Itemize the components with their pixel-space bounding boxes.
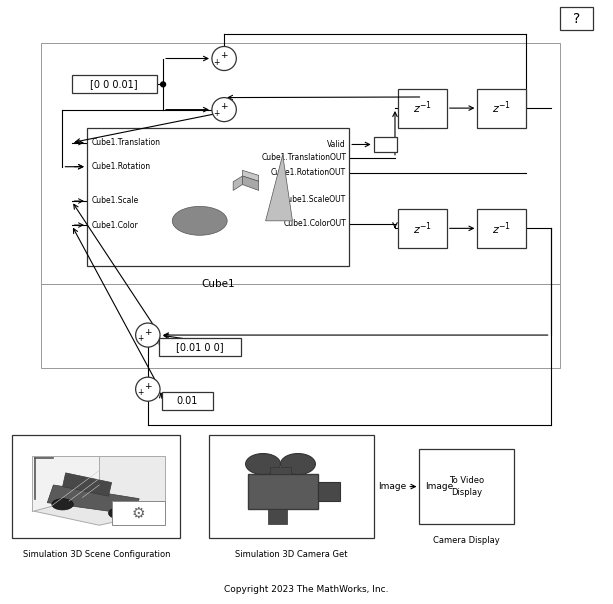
- Polygon shape: [242, 170, 259, 181]
- Text: $z^{-1}$: $z^{-1}$: [413, 220, 432, 237]
- FancyBboxPatch shape: [398, 89, 447, 127]
- Text: Cube1.ScaleOUT: Cube1.ScaleOUT: [283, 195, 346, 204]
- FancyBboxPatch shape: [374, 137, 397, 152]
- Circle shape: [161, 82, 166, 87]
- Circle shape: [212, 98, 237, 121]
- Text: Simulation 3D Camera Get: Simulation 3D Camera Get: [235, 550, 348, 559]
- Text: +: +: [213, 109, 220, 118]
- Text: 0.01: 0.01: [177, 396, 198, 406]
- Text: Camera Display: Camera Display: [433, 536, 500, 545]
- Circle shape: [212, 47, 237, 71]
- Text: Copyright 2023 The MathWorks, Inc.: Copyright 2023 The MathWorks, Inc.: [224, 585, 389, 594]
- Text: Cube1.TranslationOUT: Cube1.TranslationOUT: [261, 153, 346, 162]
- Text: Cube1.Scale: Cube1.Scale: [92, 196, 139, 205]
- FancyBboxPatch shape: [209, 435, 374, 538]
- FancyBboxPatch shape: [12, 435, 180, 538]
- Circle shape: [135, 323, 160, 347]
- FancyBboxPatch shape: [72, 76, 157, 94]
- FancyBboxPatch shape: [560, 7, 593, 30]
- FancyBboxPatch shape: [87, 127, 349, 266]
- Ellipse shape: [172, 207, 227, 236]
- Text: [0.01 0 0]: [0.01 0 0]: [176, 342, 224, 352]
- Text: +: +: [220, 102, 228, 111]
- Text: +: +: [144, 382, 151, 391]
- Text: +: +: [144, 327, 151, 336]
- Text: Image: Image: [425, 482, 454, 491]
- Text: Simulation 3D Scene Configuration: Simulation 3D Scene Configuration: [23, 550, 170, 559]
- Text: Cube1.Translation: Cube1.Translation: [92, 138, 161, 147]
- Text: +: +: [220, 51, 228, 60]
- Text: Cube1.RotationOUT: Cube1.RotationOUT: [271, 169, 346, 177]
- Text: $z^{-1}$: $z^{-1}$: [492, 220, 511, 237]
- FancyBboxPatch shape: [478, 89, 526, 127]
- FancyBboxPatch shape: [159, 338, 240, 356]
- Polygon shape: [233, 176, 242, 190]
- FancyBboxPatch shape: [419, 449, 514, 524]
- Text: +: +: [213, 57, 220, 66]
- Text: Cube1.Color: Cube1.Color: [92, 220, 139, 230]
- Text: ?: ?: [573, 12, 580, 26]
- Text: Image: Image: [378, 482, 407, 491]
- Text: +: +: [137, 334, 143, 343]
- Text: Valid: Valid: [327, 140, 346, 149]
- FancyBboxPatch shape: [478, 209, 526, 248]
- Text: Cube1: Cube1: [201, 279, 235, 289]
- FancyBboxPatch shape: [398, 209, 447, 248]
- Polygon shape: [265, 155, 292, 221]
- Text: $z^{-1}$: $z^{-1}$: [413, 100, 432, 117]
- Text: $z^{-1}$: $z^{-1}$: [492, 100, 511, 117]
- Text: Cube1.Rotation: Cube1.Rotation: [92, 162, 151, 171]
- Text: +: +: [137, 388, 143, 397]
- Text: To Video
Display: To Video Display: [449, 476, 484, 497]
- FancyBboxPatch shape: [162, 392, 213, 410]
- Text: [0 0 0.01]: [0 0 0.01]: [91, 79, 138, 89]
- Text: Cube1.ColorOUT: Cube1.ColorOUT: [283, 219, 346, 228]
- Circle shape: [135, 377, 160, 401]
- Polygon shape: [242, 176, 259, 190]
